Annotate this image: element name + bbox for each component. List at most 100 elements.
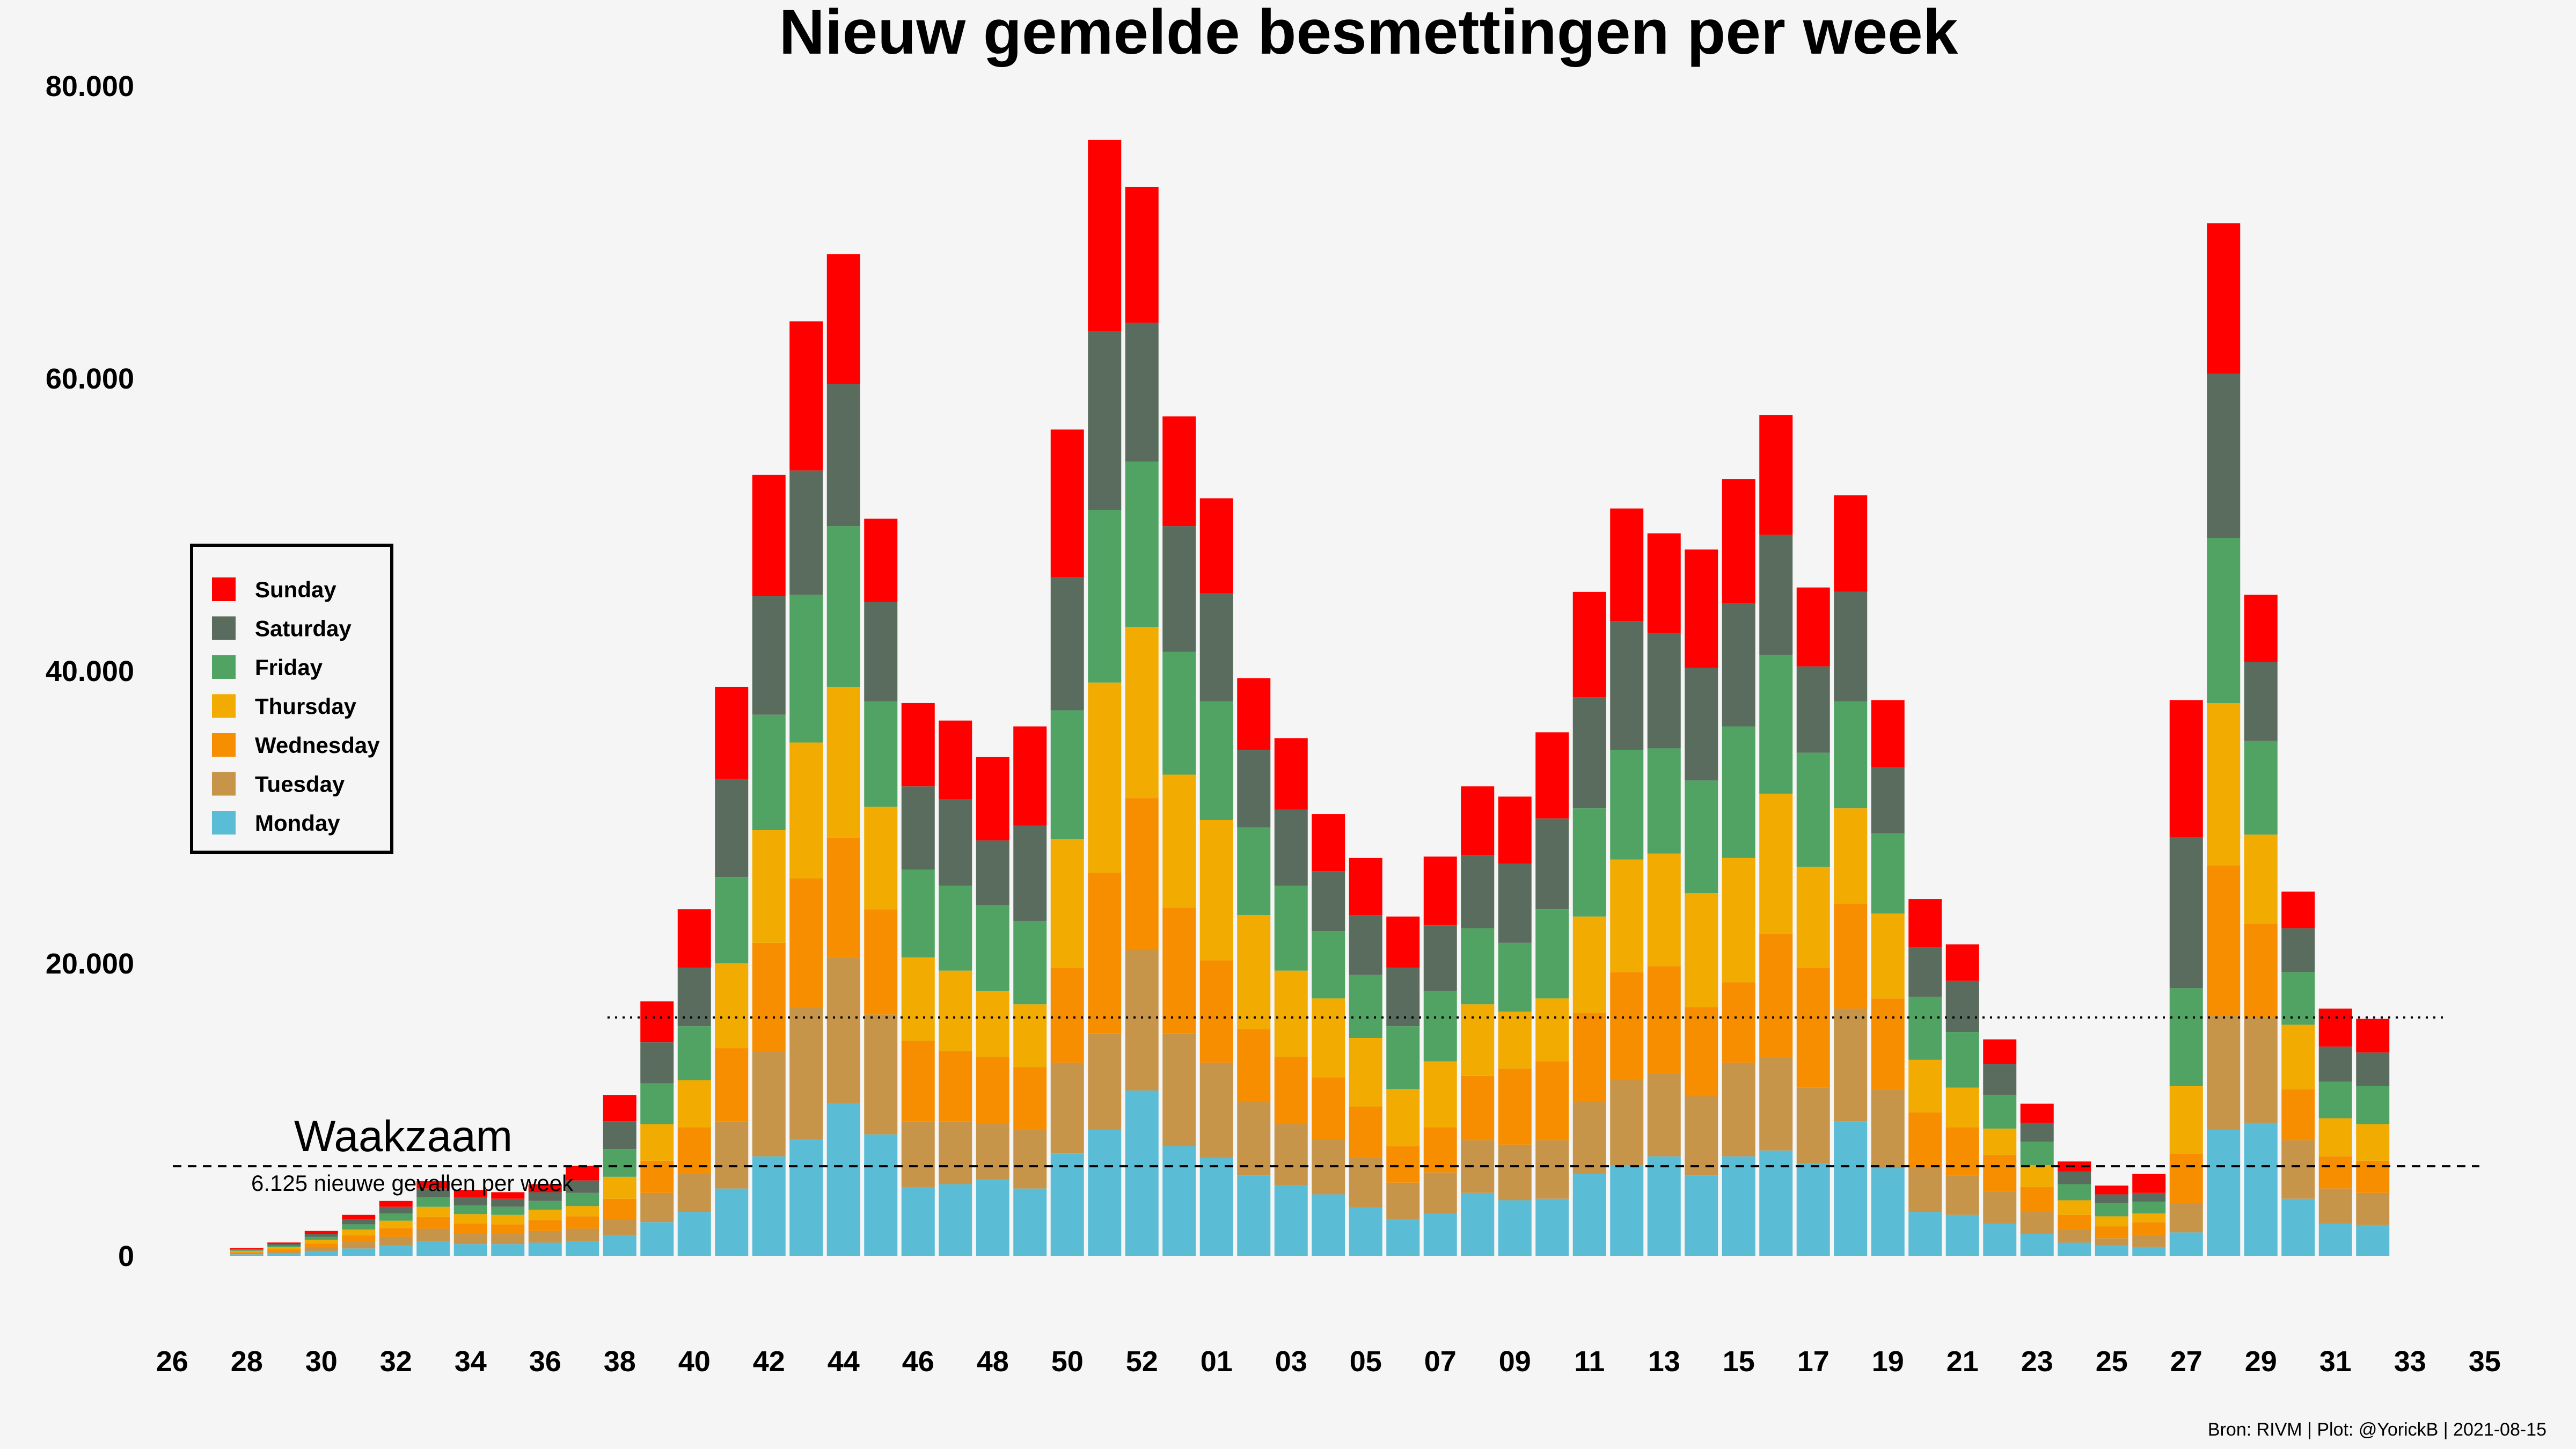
bar-segment-tuesday: [2356, 1192, 2390, 1225]
bar-segment-friday: [1125, 462, 1159, 627]
bar-segment-wednesday: [1162, 908, 1196, 1034]
bar-segment-monday: [1088, 1130, 1122, 1256]
bar-segment-tuesday: [677, 1174, 711, 1212]
bar-segment-thursday: [2132, 1213, 2166, 1223]
x-tick-label: 33: [2394, 1345, 2426, 1378]
x-tick-label: 29: [2245, 1345, 2277, 1378]
bar-segment-saturday: [1349, 915, 1382, 975]
bar-segment-sunday: [1572, 591, 1606, 698]
x-tick-label: 26: [156, 1345, 188, 1378]
bar-segment-wednesday: [379, 1228, 413, 1237]
bar-segment-tuesday: [1274, 1124, 1308, 1186]
bar-segment-friday: [1386, 1026, 1420, 1089]
bar-segment-sunday: [1871, 700, 1905, 767]
bar-segment-monday: [1871, 1168, 1905, 1256]
bar-segment-tuesday: [1013, 1130, 1047, 1189]
bar-segment-thursday: [1461, 1004, 1495, 1076]
bar-segment-thursday: [566, 1206, 599, 1217]
bar-segment-wednesday: [2058, 1214, 2091, 1230]
bar-segment-saturday: [1796, 666, 1830, 753]
bar-segment-wednesday: [1274, 1057, 1308, 1124]
bar-segment-friday: [304, 1236, 338, 1240]
bar-segment-saturday: [939, 799, 972, 886]
bar-segment-friday: [1349, 975, 1382, 1038]
bar-segment-tuesday: [2020, 1212, 2054, 1234]
bar-segment-tuesday: [864, 1014, 898, 1135]
bar-segment-sunday: [453, 1190, 487, 1197]
bar-segment-tuesday: [640, 1192, 674, 1223]
bar-segment-sunday: [491, 1192, 525, 1199]
bar-segment-saturday: [640, 1042, 674, 1084]
bar-segment-wednesday: [2169, 1153, 2203, 1203]
bar-segment-monday: [939, 1184, 972, 1256]
bar-segment-thursday: [2169, 1086, 2203, 1154]
bar-segment-monday: [2318, 1224, 2352, 1256]
bar-segment-tuesday: [379, 1236, 413, 1246]
chart-title: Nieuw gemelde besmettingen per week: [779, 0, 1958, 68]
bar-segment-thursday: [1237, 915, 1271, 1029]
bar-segment-sunday: [304, 1231, 338, 1234]
bar-segment-wednesday: [2020, 1187, 2054, 1212]
bar-segment-monday: [416, 1241, 450, 1256]
bar-segment-tuesday: [1423, 1172, 1457, 1213]
bar-segment-sunday: [1647, 533, 1681, 633]
bar-segment-thursday: [1349, 1037, 1382, 1107]
x-tick-label: 44: [828, 1345, 860, 1378]
bar-segment-saturday: [342, 1219, 376, 1225]
bar-segment-tuesday: [1088, 1033, 1122, 1130]
bar-segment-tuesday: [528, 1231, 562, 1243]
bar-segment-monday: [1647, 1156, 1681, 1256]
bar-segment-monday: [1908, 1212, 1942, 1256]
bar-segment-monday: [976, 1180, 1009, 1256]
bar-segment-saturday: [1498, 863, 1532, 943]
bar-segment-friday: [715, 877, 749, 963]
bar-segment-wednesday: [1199, 960, 1233, 1063]
bar-segment-friday: [342, 1224, 376, 1230]
bar-segment-saturday: [1274, 809, 1308, 886]
bar-segment-tuesday: [304, 1247, 338, 1252]
bar-segment-sunday: [2132, 1174, 2166, 1193]
bar-segment-saturday: [752, 596, 786, 715]
bar-segment-wednesday: [1498, 1069, 1532, 1145]
bar-segment-tuesday: [789, 1007, 823, 1139]
bar-segment-wednesday: [416, 1217, 450, 1229]
bar-segment-sunday: [2169, 700, 2203, 838]
bar-segment-tuesday: [1647, 1073, 1681, 1157]
bar-segment-saturday: [976, 840, 1009, 905]
bar-segment-thursday: [528, 1210, 562, 1220]
bar-segment-saturday: [603, 1121, 636, 1150]
bar-segment-thursday: [453, 1214, 487, 1224]
bar-segment-friday: [1722, 726, 1755, 858]
bar-segment-friday: [1610, 750, 1644, 860]
bar-segment-saturday: [1237, 750, 1271, 828]
bar-segment-tuesday: [453, 1234, 487, 1245]
bar-segment-thursday: [1871, 913, 1905, 999]
bar-segment-tuesday: [1237, 1102, 1271, 1176]
legend-label-thursday: Thursday: [255, 694, 357, 719]
bar-segment-sunday: [1535, 732, 1569, 819]
bar-segment-sunday: [1461, 786, 1495, 855]
bar-segment-friday: [2318, 1081, 2352, 1118]
bar-segment-saturday: [826, 384, 860, 526]
bar-segment-monday: [1759, 1150, 1793, 1256]
legend-swatch-wednesday: [212, 733, 236, 757]
bar-segment-saturday: [1945, 980, 1979, 1033]
bar-segment-thursday: [2058, 1200, 2091, 1215]
bar-segment-wednesday: [1423, 1127, 1457, 1173]
bar-segment-tuesday: [1796, 1087, 1830, 1164]
bar-segment-sunday: [826, 254, 860, 384]
bar-segment-thursday: [1572, 916, 1606, 1013]
bar-segment-monday: [715, 1188, 749, 1256]
bar-segment-saturday: [1834, 591, 1868, 702]
bar-segment-thursday: [1013, 1004, 1047, 1067]
bar-segment-monday: [1312, 1194, 1345, 1256]
bar-segment-sunday: [1237, 678, 1271, 750]
bar-segment-tuesday: [342, 1242, 376, 1249]
bar-segment-thursday: [640, 1124, 674, 1161]
bar-segment-sunday: [1945, 944, 1979, 981]
bar-segment-thursday: [901, 957, 935, 1041]
x-tick-label: 07: [1424, 1345, 1457, 1378]
bar-segment-saturday: [715, 779, 749, 877]
bar-segment-saturday: [1610, 621, 1644, 750]
bar-segment-tuesday: [491, 1234, 525, 1245]
